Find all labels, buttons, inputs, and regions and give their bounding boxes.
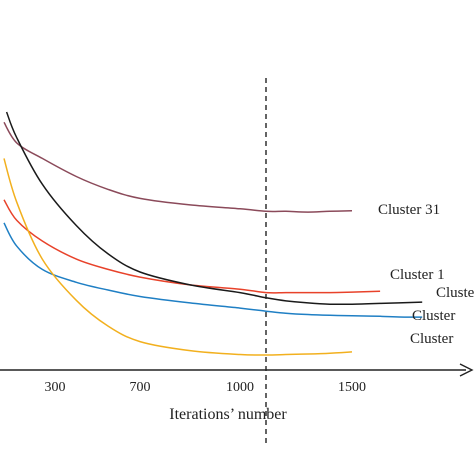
- series-line-1: [3, 121, 353, 213]
- series-label-5: Cluster: [410, 331, 453, 347]
- series-label-1: Cluster 31: [378, 202, 440, 218]
- series-labels: Cluster 31 Cluster 1 Cluster Cluster Cluster: [378, 202, 474, 347]
- x-tick-label: 300: [45, 380, 66, 395]
- x-tick-label: 1000: [226, 380, 254, 395]
- series-label-3: Cluster: [436, 285, 474, 301]
- series-line-5: [3, 158, 353, 356]
- series-line-4: [3, 222, 423, 318]
- series-line-2: [3, 199, 381, 294]
- series-label-4: Cluster: [412, 308, 455, 324]
- series-label-2: Cluster 1: [390, 267, 445, 283]
- x-axis-title: Iterations’ number: [169, 406, 287, 423]
- x-tick-label: 1500: [338, 380, 366, 395]
- x-tick-label: 700: [130, 380, 151, 395]
- x-axis-ticks: 300 700 1000 1500: [45, 380, 367, 395]
- series-lines: [3, 111, 423, 356]
- x-axis-arrow: [459, 363, 474, 377]
- series-line-3: [5, 111, 423, 306]
